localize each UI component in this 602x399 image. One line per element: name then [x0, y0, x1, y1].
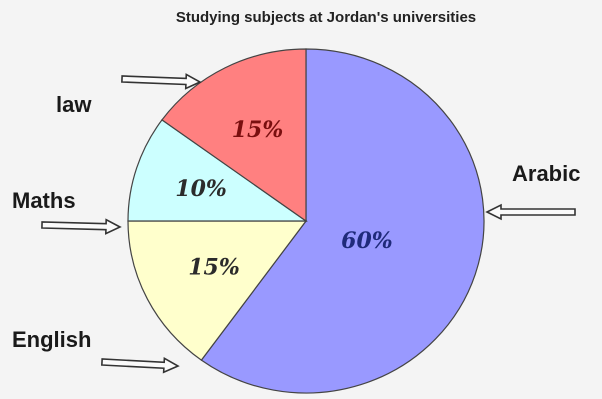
category-labels-layer: Arabic English Maths law	[12, 73, 580, 374]
slices-layer	[127, 48, 485, 394]
pie-slice-maths	[127, 119, 308, 222]
chart-title: Studying subjects at Jordan's universiti…	[176, 9, 476, 26]
arrow-icon-law	[121, 73, 202, 90]
pie-slice-arabic	[200, 48, 485, 394]
percent-labels-layer: 60% 15% 10% 15%	[175, 117, 393, 280]
pie-slice-law	[161, 48, 307, 223]
arrow-icon-maths	[41, 218, 122, 235]
arrow-icon-arabic	[485, 203, 576, 221]
arrow-icon-english	[101, 356, 180, 374]
category-label-law: law	[56, 92, 92, 117]
percent-label-law: 15%	[232, 117, 284, 143]
percent-label-maths: 10%	[175, 176, 227, 202]
category-label-arabic: Arabic	[512, 161, 580, 186]
percent-label-english: 15%	[188, 254, 240, 280]
percent-label-arabic: 60%	[341, 228, 393, 254]
pie-slice-english	[127, 220, 308, 361]
category-label-english: English	[12, 327, 91, 352]
category-label-maths: Maths	[12, 188, 76, 213]
